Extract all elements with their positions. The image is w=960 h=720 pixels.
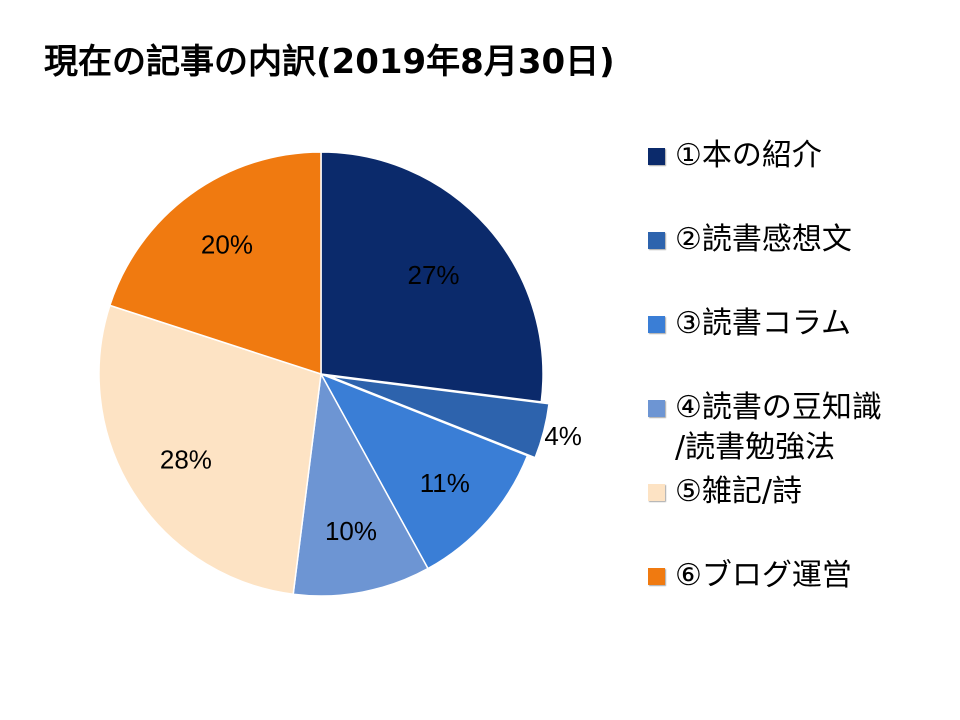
legend-label-3: ③読書コラム: [675, 306, 851, 341]
legend-label-1: ①本の紹介: [675, 138, 822, 173]
pie-slice-6: [108, 151, 322, 376]
legend-swatch-1: [648, 148, 665, 165]
pie-slice-3: [319, 372, 529, 570]
legend-label-6: ⑥ブログ運営: [675, 558, 852, 593]
legend-label-4: ④読書の豆知識 /読書勉強法: [675, 390, 882, 465]
legend-swatch-3: [648, 316, 665, 333]
slice-label-6: 20%: [201, 230, 253, 260]
slice-label-2: 4%: [544, 421, 582, 451]
slice-label-1: 27%: [407, 260, 459, 290]
slice-label-5: 28%: [160, 445, 212, 475]
slice-label-3: 11%: [420, 468, 470, 498]
legend-swatch-4: [648, 400, 665, 417]
legend-swatch-6: [648, 568, 665, 585]
legend-swatch-5: [648, 484, 665, 501]
pie-slice-2: [328, 375, 550, 459]
legend-label-2: ②読書感想文: [675, 222, 852, 257]
pie-slice-5: [98, 304, 322, 596]
legend-item-4: ④読書の豆知識 /読書勉強法: [648, 388, 945, 468]
pie-slice-1: [320, 151, 544, 403]
legend-item-2: ②読書感想文: [648, 220, 945, 260]
legend-item-6: ⑥ブログ運営: [648, 556, 945, 596]
pie-slice-4: [292, 371, 429, 597]
legend-item-3: ③読書コラム: [648, 304, 945, 344]
legend-item-5: ⑤雑記/詩: [648, 472, 945, 512]
legend-label-5: ⑤雑記/詩: [675, 474, 803, 509]
legend-swatch-2: [648, 232, 665, 249]
slice-label-4: 10%: [325, 516, 377, 546]
legend-item-1: ①本の紹介: [648, 136, 945, 176]
chart-title: 現在の記事の内訳(2019年8月30日): [44, 42, 615, 82]
